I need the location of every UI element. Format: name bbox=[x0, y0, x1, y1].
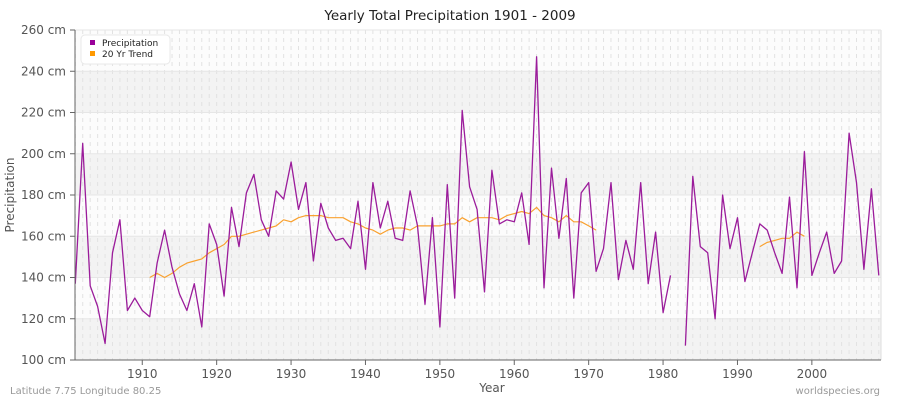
source-caption: worldspecies.org bbox=[796, 386, 880, 397]
x-tick-label: 1970 bbox=[573, 367, 604, 381]
location-caption: Latitude 7.75 Longitude 80.25 bbox=[10, 386, 161, 397]
y-axis-ticks: 100 cm 120 cm 140 cm 160 cm 180 cm 200 cm 220 … bbox=[21, 23, 75, 367]
series-line-20-yr-trend bbox=[149, 206, 597, 279]
y-tick-label: 260 cm bbox=[21, 23, 66, 37]
plot-band bbox=[75, 71, 881, 113]
legend-swatch-trend bbox=[90, 51, 95, 56]
series-layer bbox=[74, 56, 880, 346]
x-tick-label: 1940 bbox=[350, 367, 381, 381]
y-tick-label: 220 cm bbox=[21, 106, 66, 120]
x-tick-label: 1920 bbox=[201, 367, 232, 381]
y-tick-label: 160 cm bbox=[21, 229, 66, 243]
x-axis-label: Year bbox=[478, 381, 504, 395]
legend-label-precipitation: Precipitation bbox=[102, 39, 158, 49]
legend-swatch-precipitation bbox=[90, 40, 95, 45]
y-axis-label: Precipitation bbox=[3, 157, 17, 232]
legend-label-trend: 20 Yr Trend bbox=[102, 50, 153, 60]
y-tick-label: 140 cm bbox=[21, 271, 66, 285]
series-line-precipitation bbox=[684, 132, 880, 346]
legend: Precipitation 20 Yr Trend bbox=[80, 34, 171, 65]
y-tick-label: 100 cm bbox=[21, 353, 66, 367]
x-axis-ticks: 1910 1920 1930 1940 1950 1960 1970 1980 1990 2000 bbox=[127, 360, 827, 381]
y-tick-label: 200 cm bbox=[21, 147, 66, 161]
x-tick-label: 1960 bbox=[499, 367, 530, 381]
x-tick-label: 1980 bbox=[648, 367, 679, 381]
y-tick-label: 120 cm bbox=[21, 312, 66, 326]
x-tick-label: 1930 bbox=[276, 367, 307, 381]
x-tick-label: 1910 bbox=[127, 367, 158, 381]
series-line-precipitation bbox=[74, 56, 672, 345]
legend-box bbox=[80, 34, 171, 65]
series-line-20-yr-trend bbox=[759, 231, 805, 248]
x-tick-label: 1990 bbox=[722, 367, 753, 381]
x-tick-label: 1950 bbox=[425, 367, 456, 381]
vertical-gridlines bbox=[74, 30, 880, 360]
chart-title: Yearly Total Precipitation 1901 - 2009 bbox=[323, 8, 575, 24]
y-tick-label: 240 cm bbox=[21, 64, 66, 78]
x-tick-label: 2000 bbox=[797, 367, 828, 381]
y-tick-label: 180 cm bbox=[21, 188, 66, 202]
